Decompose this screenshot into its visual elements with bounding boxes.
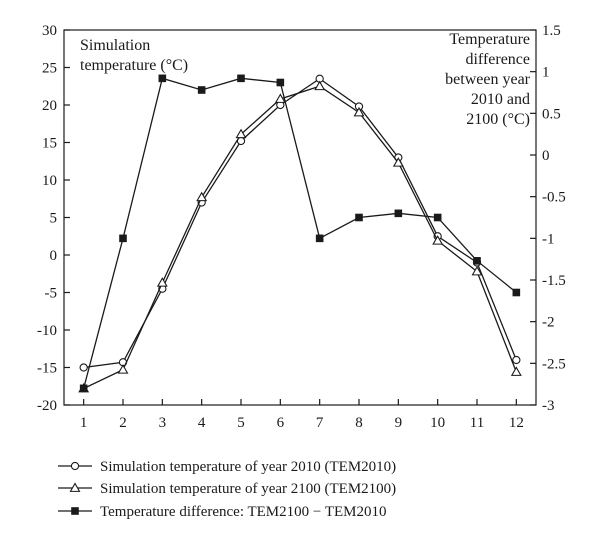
y-left-tick-label: 30 (42, 23, 57, 39)
y-left-tick-label: -10 (37, 323, 57, 339)
y-left-tick-label: 15 (42, 136, 57, 152)
y-left-tick-label: -15 (37, 361, 57, 377)
x-tick-label: 1 (80, 415, 88, 431)
data-point-triangle (235, 128, 247, 139)
x-tick-label: 12 (509, 415, 524, 431)
y-right-tick-label: 1 (542, 65, 550, 81)
x-tick-label: 3 (159, 415, 167, 431)
x-tick-label: 4 (198, 415, 206, 431)
x-tick-label: 7 (316, 415, 324, 431)
legend-label: Simulation temperature of year 2010 (TEM… (100, 459, 396, 475)
y-left-axis-title: temperature (°C) (80, 57, 188, 74)
y-left-tick-label: 0 (50, 248, 58, 264)
data-point-square (315, 234, 324, 243)
data-point-triangle (117, 364, 129, 374)
data-point-square (119, 234, 127, 243)
y-left-axis-title: Simulation (80, 37, 150, 54)
x-tick-label: 6 (277, 415, 285, 431)
legend-marker-square (71, 507, 79, 515)
series-layer (78, 74, 522, 393)
data-point-triangle (471, 265, 483, 276)
y-right-tick-label: -1.5 (542, 273, 566, 289)
data-point-circle (512, 355, 521, 365)
x-tick-label: 10 (430, 415, 445, 431)
y-right-tick-label: 0.5 (542, 106, 561, 122)
y-right-tick-label: -2 (542, 315, 555, 331)
y-right-axis-title: 2010 and (471, 91, 530, 108)
data-point-square (197, 86, 206, 94)
x-tick-label: 8 (355, 415, 363, 431)
x-tick-label: 9 (395, 415, 403, 431)
series-square (79, 74, 521, 393)
data-point-square (433, 213, 442, 222)
y-right-axis-title: difference (465, 51, 530, 68)
series-line-circle (83, 77, 517, 369)
data-point-square (276, 78, 285, 87)
series-triangle (78, 80, 522, 393)
y-right-axis-title: between year (445, 71, 531, 88)
y-right-tick-label: 0 (542, 148, 550, 164)
series-line-triangle (83, 85, 517, 390)
data-point-triangle (432, 235, 444, 245)
legend: Simulation temperature of year 2010 (TEM… (58, 459, 396, 520)
axes-layer: 1 2 3 4 5 6 7 8 9 10 11 12302520151050-5-10-15-201.… (37, 23, 566, 431)
y-right-tick-label: -1 (542, 231, 555, 247)
legend-label: Simulation temperature of year 2100 (TEM… (100, 481, 396, 497)
data-point-triangle (156, 277, 168, 287)
axis-labels: Simulation temperature (°C) Temperature dif… (80, 31, 531, 128)
y-right-tick-label: 1.5 (542, 23, 561, 39)
data-point-triangle (274, 93, 286, 103)
data-point-square (473, 257, 481, 265)
x-tick-label: 5 (237, 415, 245, 431)
data-point-triangle (196, 191, 208, 202)
data-point-square (355, 213, 363, 222)
x-tick-label: 11 (470, 415, 484, 431)
y-right-tick-label: -0.5 (542, 190, 566, 206)
series-line-square (83, 77, 517, 389)
legend-entry: Simulation temperature of year 2010 (TEM… (58, 459, 396, 475)
legend-entry: Simulation temperature of year 2100 (TEM… (58, 481, 396, 497)
data-point-circle (79, 363, 88, 372)
data-point-square (237, 74, 245, 83)
legend-marker-triangle (69, 482, 81, 492)
data-point-triangle (353, 106, 365, 117)
data-point-square (79, 384, 88, 393)
y-left-tick-label: 25 (42, 61, 57, 77)
y-left-tick-label: 20 (42, 98, 57, 114)
y-right-axis-title: 2100 (°C) (466, 111, 530, 128)
legend-entry: Temperature difference: TEM2100 − TEM201… (58, 504, 387, 520)
data-point-triangle (510, 366, 522, 376)
y-right-axis-title: Temperature (449, 31, 530, 48)
y-left-tick-label: 5 (50, 211, 58, 227)
data-point-square (512, 288, 521, 297)
y-right-tick-label: -3 (542, 398, 555, 414)
y-right-tick-label: -2.5 (542, 356, 566, 372)
data-point-triangle (392, 157, 404, 167)
y-left-tick-label: 10 (42, 173, 57, 189)
y-left-tick-label: -5 (45, 286, 58, 302)
legend-label: Temperature difference: TEM2100 − TEM201… (100, 504, 387, 520)
data-point-square (394, 209, 403, 218)
legend-marker-circle (70, 461, 80, 471)
data-point-square (158, 74, 167, 83)
y-left-tick-label: -20 (37, 398, 57, 414)
x-tick-label: 2 (119, 415, 127, 431)
data-point-triangle (314, 80, 326, 91)
